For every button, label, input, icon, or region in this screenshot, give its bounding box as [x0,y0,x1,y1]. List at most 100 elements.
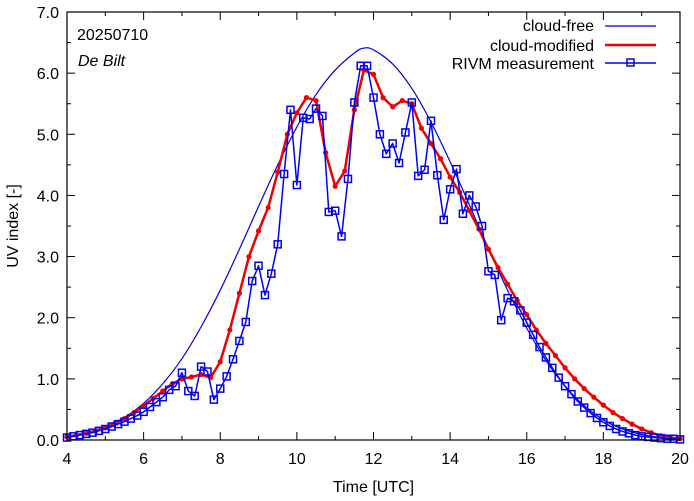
x-tick-label: 14 [441,451,459,468]
measurement-point [222,372,231,381]
measurement-point [420,165,429,174]
cloud-modified-point [562,365,568,371]
cloud-modified-point [447,174,453,180]
cloud-modified-point [160,388,166,394]
cloud-modified-point [188,374,195,380]
cloud-modified-point [342,168,348,174]
measurement-point [554,373,563,382]
cloud-modified-point [600,402,606,408]
measurement-point [145,402,155,412]
x-tick-label: 10 [288,451,306,468]
y-tick-label: 1.0 [37,372,59,389]
cloud-modified-point [437,156,444,162]
y-tick-label: 3.0 [37,250,59,267]
measurement-point [247,276,257,286]
x-axis-label: Time [UTC] [333,479,414,496]
measurement-point [311,104,321,113]
measurement-point [573,397,583,406]
legend-label-rivm-measurement: RIVM measurement [452,56,595,73]
cloud-modified-point [227,327,233,333]
measurement-point [203,367,212,376]
measurement-point [184,386,193,396]
y-tick-label: 4.0 [37,188,59,205]
x-tick-label: 18 [594,451,612,468]
series-cloud-modified [64,67,683,442]
cloud-modified-point [495,264,501,271]
measurement-point [350,98,359,107]
y-tick-label: 0.0 [37,433,59,450]
measurement-point [362,61,372,71]
series-cloud-free [66,47,681,440]
legend-marker-rivm-measurement [626,58,635,67]
measurement-point [592,413,602,423]
legend: cloud-free cloud-modified RIVM measureme… [452,18,656,73]
plot-frame [66,11,681,441]
cloud-modified-point [619,416,626,422]
measurement-line [66,65,681,441]
cloud-modified-point [428,140,434,147]
measurement-point [471,202,480,211]
cloud-modified-point [313,98,319,104]
cloud-modified-point [303,95,310,101]
cloud-modified-point [629,421,635,427]
location-annotation: De Bilt [78,53,126,70]
cloud-modified-point [466,208,472,214]
measurement-point [496,315,506,325]
measurement-point [375,130,385,139]
cloud-modified-point [265,205,271,211]
measurement-point [330,206,340,215]
measurement-point [452,164,461,174]
measurement-point [286,105,295,115]
y-tick-label: 2.0 [37,311,59,328]
measurement-point [177,368,187,377]
measurement-point [216,384,225,393]
axis-ticks [66,11,681,441]
measurement-point [528,330,538,340]
cloud-modified-point [504,281,511,287]
measurement-point [516,306,525,315]
x-tick-label: 8 [216,451,225,468]
cloud-modified-point [610,409,616,416]
measurement-point [254,261,263,270]
measurement-point [394,158,404,168]
measurement-point [190,391,199,401]
series-rivm-measurement [62,61,685,444]
y-tick-label: 5.0 [37,127,59,144]
measurement-point [267,269,276,278]
cloud-modified-point [275,169,281,175]
y-tick-label: 6.0 [37,66,59,83]
measurement-point [465,191,474,200]
measurement-point [235,336,244,346]
cloud-modified-point [399,98,405,104]
cloud-modified-point [380,95,386,101]
measurement-point [433,171,442,180]
cloud-modified-point [236,290,243,296]
y-axis-label: UV index [-] [5,184,22,268]
measurement-point [279,169,289,179]
cloud-modified-point [141,403,147,409]
measurement-point [413,171,423,181]
cloud-modified-point [390,104,396,110]
cloud-modified-line [66,68,681,441]
measurement-point [458,209,468,219]
measurement-point [158,392,168,402]
measurement-point [260,290,270,300]
measurement-point [477,221,487,231]
cloud-modified-point [246,253,252,260]
measurement-point [567,389,576,399]
measurement-point [560,381,570,391]
cloud-modified-point [581,386,587,392]
measurement-point [426,116,436,126]
series-layer [62,47,685,444]
measurement-point [401,128,410,137]
cloud-modified-point [572,376,578,382]
measurement-point [439,215,448,225]
measurement-point [382,149,391,159]
legend-label-cloud-modified: cloud-modified [490,38,594,55]
cloud-modified-point [370,71,377,77]
measurement-point [171,381,180,391]
measurement-point [388,139,397,148]
cloud-modified-point [543,340,549,346]
measurement-point [228,355,238,364]
